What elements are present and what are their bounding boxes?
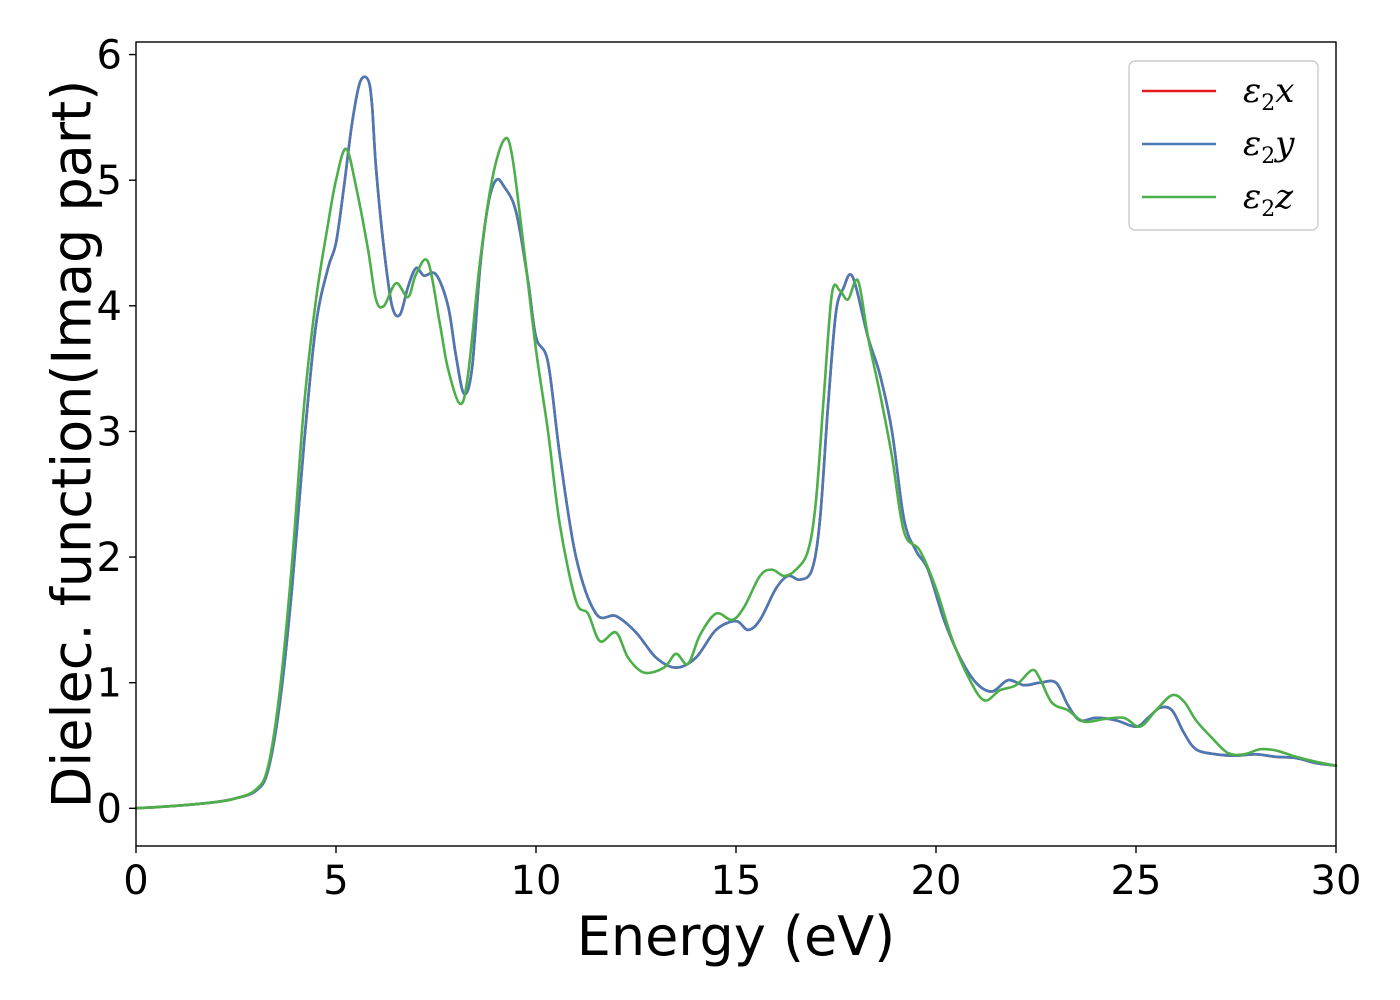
legend-label-main: ε bbox=[1243, 124, 1261, 164]
legend-label-suffix: y bbox=[1273, 124, 1295, 164]
y-tick-label: 6 bbox=[97, 33, 122, 79]
y-tick-label: 3 bbox=[97, 409, 122, 455]
y-tick-label: 2 bbox=[97, 535, 122, 581]
x-tick-label: 10 bbox=[511, 858, 562, 904]
x-tick-label: 30 bbox=[1311, 858, 1362, 904]
legend-label-eps2z: ε2z bbox=[1243, 177, 1294, 222]
legend-label-suffix: x bbox=[1275, 71, 1294, 111]
legend-label-eps2y: ε2y bbox=[1243, 124, 1295, 169]
x-axis-title: Energy (eV) bbox=[577, 905, 896, 968]
legend-label-suffix: z bbox=[1274, 177, 1294, 217]
y-axis-ticks: 0 1 2 3 4 5 6 bbox=[97, 33, 136, 832]
x-tick-label: 25 bbox=[1111, 858, 1162, 904]
series-layer bbox=[134, 75, 1338, 810]
x-tick-label: 5 bbox=[323, 858, 348, 904]
x-axis-ticks: 0 5 10 15 20 25 30 bbox=[123, 846, 1361, 904]
y-axis-title: Dielec. function(Imag part) bbox=[41, 80, 104, 809]
y-tick-label: 5 bbox=[97, 158, 122, 204]
x-tick-label: 15 bbox=[711, 858, 762, 904]
legend-label-main: ε bbox=[1243, 177, 1261, 217]
x-tick-label: 20 bbox=[911, 858, 962, 904]
legend-box bbox=[1128, 60, 1319, 231]
legend-label-main: ε bbox=[1243, 71, 1261, 111]
series-line-eps2z bbox=[134, 136, 1338, 810]
y-tick-label: 4 bbox=[97, 284, 122, 330]
y-tick-label: 0 bbox=[97, 786, 122, 832]
x-tick-label: 0 bbox=[123, 858, 148, 904]
legend-label-subscript: 2 bbox=[1261, 197, 1275, 222]
legend-label-subscript: 2 bbox=[1261, 144, 1275, 169]
y-tick-label: 1 bbox=[97, 661, 122, 707]
legend-label-eps2x: ε2x bbox=[1243, 71, 1294, 116]
legend-label-subscript: 2 bbox=[1261, 91, 1275, 116]
